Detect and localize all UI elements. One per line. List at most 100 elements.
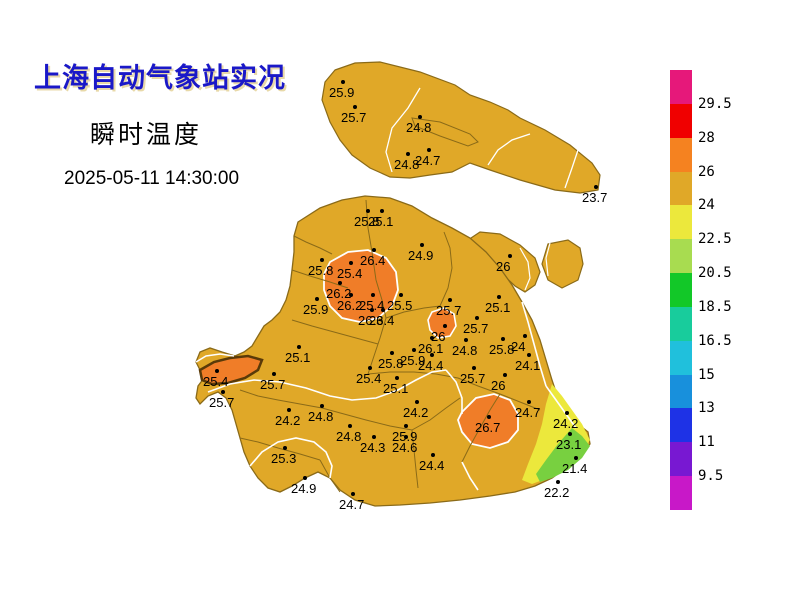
station-value-label: 24.9 xyxy=(408,248,434,263)
station-dot-icon xyxy=(574,456,578,460)
colorbar-tick-label: 9.5 xyxy=(698,468,724,485)
map-base-layer xyxy=(195,61,601,507)
station-value-label: 26.2 xyxy=(326,286,352,301)
station-dot-icon xyxy=(487,415,491,419)
station-value-label: 24.7 xyxy=(515,405,541,420)
colorbar-tick-label: 15 xyxy=(698,366,715,383)
hengsha-contour xyxy=(545,242,551,277)
colorbar-tick-label: 20.5 xyxy=(698,265,732,282)
colorbar-segment xyxy=(670,171,692,206)
station-value-label: 25.9 xyxy=(400,353,426,368)
station-value-label: 25.7 xyxy=(436,303,462,318)
station-value-label: 25.1 xyxy=(485,300,511,315)
station-dot-icon xyxy=(283,446,287,450)
station-dot-icon xyxy=(556,480,560,484)
cool-zone-green xyxy=(536,428,590,482)
station-value-label: 25.1 xyxy=(368,214,394,229)
district-boundaries xyxy=(239,199,541,493)
station-value-label: 25.5 xyxy=(387,298,413,313)
station-value-label: 26.3 xyxy=(358,313,384,328)
station-dot-icon xyxy=(523,334,527,338)
station-value-label: 25.4 xyxy=(359,298,385,313)
station-dot-icon xyxy=(594,185,598,189)
colorbar-tick-label: 24 xyxy=(698,197,715,214)
station-value-label: 24.2 xyxy=(553,416,579,431)
station-dot-icon xyxy=(297,345,301,349)
station-dot-icon xyxy=(430,336,434,340)
station-value-label: 24.8 xyxy=(406,120,432,135)
station-value-label: 24.7 xyxy=(339,497,365,512)
station-dot-icon xyxy=(351,492,355,496)
warm-zone-mideast xyxy=(427,307,457,339)
station-dot-icon xyxy=(395,376,399,380)
station-dot-icon xyxy=(215,369,219,373)
timestamp-label: 2025-05-11 14:30:00 xyxy=(64,168,240,189)
station-dot-icon xyxy=(448,298,452,302)
station-dot-icon xyxy=(371,293,375,297)
colorbar-tick-label: 22.5 xyxy=(698,231,732,248)
station-value-label: 25.8 xyxy=(489,342,515,357)
warm-zone-southeast xyxy=(457,393,519,449)
west-peninsula xyxy=(198,354,264,386)
colorbar-tick-label: 29.5 xyxy=(698,95,732,112)
station-value-label: 25.7 xyxy=(209,395,235,410)
station-dot-icon xyxy=(497,295,501,299)
station-value-label: 25.4 xyxy=(203,374,229,389)
station-dot-icon xyxy=(420,243,424,247)
station-value-label: 25.7 xyxy=(460,371,486,386)
station-dot-icon xyxy=(366,209,370,213)
station-value-label: 25.3 xyxy=(271,451,297,466)
station-dot-icon xyxy=(349,261,353,265)
station-value-label: 25.1 xyxy=(285,350,311,365)
station-value-label: 24.4 xyxy=(419,458,445,473)
isotherm-contours xyxy=(195,301,577,491)
station-dot-icon xyxy=(475,316,479,320)
station-dot-icon xyxy=(427,148,431,152)
station-value-label: 26.2 xyxy=(337,298,363,313)
station-value-label: 24.8 xyxy=(308,409,334,424)
station-dot-icon xyxy=(303,476,307,480)
station-dot-icon xyxy=(565,411,569,415)
station-value-label: 24.1 xyxy=(515,358,541,373)
colorbar-segment xyxy=(670,476,692,510)
station-value-label: 24.2 xyxy=(275,413,301,428)
colorbar-segment xyxy=(670,306,692,341)
station-value-label: 22.2 xyxy=(544,485,570,500)
chongming-contours xyxy=(385,87,579,189)
colorbar-segment xyxy=(670,205,692,240)
station-dot-icon xyxy=(404,424,408,428)
station-dot-icon xyxy=(501,337,505,341)
station-value-label: 26.4 xyxy=(369,313,395,328)
station-dot-icon xyxy=(418,115,422,119)
station-dot-icon xyxy=(368,366,372,370)
station-value-label: 24.6 xyxy=(392,440,418,455)
station-dot-icon xyxy=(472,366,476,370)
station-value-label: 25.7 xyxy=(260,377,286,392)
chongming-island xyxy=(321,61,601,194)
colorbar-segment xyxy=(670,103,692,138)
station-dot-icon xyxy=(404,435,408,439)
colorbar-segment xyxy=(670,70,692,104)
station-value-label: 25.1 xyxy=(383,381,409,396)
station-dot-icon xyxy=(287,408,291,412)
station-dot-icon xyxy=(380,209,384,213)
station-value-label: 24.9 xyxy=(291,481,317,496)
colorbar-tick-label: 13 xyxy=(698,400,715,417)
station-dot-icon xyxy=(272,372,276,376)
colorbar-segment xyxy=(670,340,692,375)
colorbar-tick-label: 11 xyxy=(698,434,715,451)
changxing-contour xyxy=(519,247,531,291)
colorbar-tick-label: 28 xyxy=(698,129,715,146)
station-dot-icon xyxy=(315,297,319,301)
station-dot-icon xyxy=(503,373,507,377)
station-dot-icon xyxy=(338,281,342,285)
map-subtitle: 瞬时温度 xyxy=(90,120,203,149)
colorbar-segment xyxy=(670,442,692,477)
station-value-label: 25.7 xyxy=(463,321,489,336)
station-value-label: 24.7 xyxy=(415,153,441,168)
station-value-label: 25.8 xyxy=(378,356,404,371)
station-dot-icon xyxy=(353,105,357,109)
station-value-label: 26 xyxy=(496,259,511,274)
station-value-label: 26 xyxy=(491,378,506,393)
